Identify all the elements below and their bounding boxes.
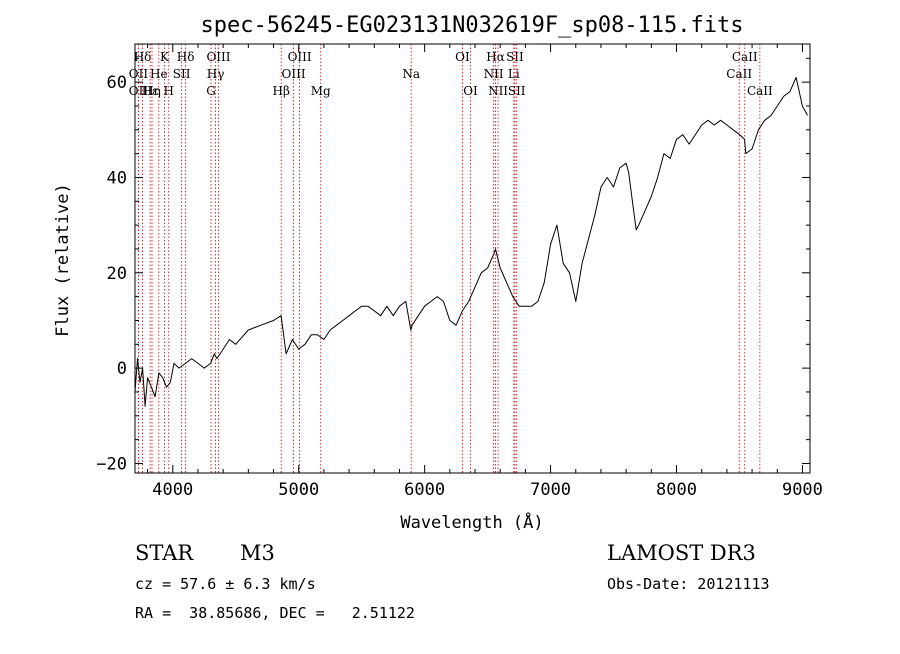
spectral-line-label: CaII — [726, 67, 752, 81]
spectral-line-label: SII — [506, 50, 524, 64]
spectral-line-label: Hα — [486, 50, 505, 64]
spectral-line-label: Hε — [142, 84, 159, 98]
spectral-line-label: Li — [508, 67, 520, 81]
y-axis-label: Flux (relative) — [53, 183, 73, 337]
spectral-line-label: Mg — [311, 84, 331, 98]
x-tick-label: 8000 — [656, 480, 697, 500]
x-axis-label: Wavelength (Å) — [400, 511, 543, 533]
y-axis-ticks: −20 0 20 40 60 — [96, 57, 810, 474]
y-tick-label: −20 — [96, 454, 127, 474]
spectral-line-label: Hβ — [273, 84, 290, 98]
object-subclass: M3 — [240, 541, 275, 565]
spectral-line-label: SII — [173, 67, 191, 81]
spectral-line-label: NII — [488, 84, 508, 98]
spectral-line-label: G — [206, 84, 216, 98]
spectral-line-label: Hδ — [177, 50, 195, 64]
spectral-line-label: Hη — [143, 84, 161, 98]
x-tick-label: 5000 — [278, 480, 319, 500]
x-tick-label: 7000 — [530, 480, 571, 500]
spectral-line-label: H — [164, 84, 174, 98]
spectral-line-label: CaII — [732, 50, 758, 64]
spectral-line-label: SII — [508, 84, 526, 98]
spectral-line-label: OIII — [206, 50, 230, 64]
spectral-line-label: OIII — [288, 50, 312, 64]
spectral-line-label: CaII — [747, 84, 773, 98]
x-axis-ticks: 4000 5000 6000 7000 8000 9000 — [147, 44, 823, 500]
observation-date: Obs-Date: 20121113 — [607, 575, 770, 593]
redshift-readout: cz = 57.6 ± 6.3 km/s — [135, 575, 316, 593]
spectral-line-label: OII — [129, 67, 149, 81]
survey-name: LAMOST DR3 — [607, 541, 756, 565]
chart-title: spec-56245-EG023131N032619F_sp08-115.fit… — [200, 13, 743, 38]
y-tick-label: 0 — [117, 359, 127, 379]
x-tick-label: 6000 — [404, 480, 445, 500]
spectral-line-label: OI — [463, 84, 478, 98]
spectral-line-label: OI — [455, 50, 470, 64]
spectral-line-label: Hγ — [207, 67, 225, 81]
spectrum-line — [134, 76, 808, 407]
plot-frame — [134, 43, 811, 474]
y-tick-label: 40 — [107, 168, 127, 188]
y-tick-label: 20 — [107, 264, 127, 284]
coordinates-readout: RA = 38.85686, DEC = 2.51122 — [135, 604, 415, 622]
spectrum-series — [134, 76, 808, 407]
spectral-line-label: K — [160, 50, 170, 64]
spectral-line-label: He — [150, 67, 168, 81]
y-tick-label: 60 — [107, 73, 127, 93]
spectral-line-label: OII — [129, 84, 149, 98]
spectral-line-label: NII — [484, 67, 504, 81]
object-class: STAR — [135, 541, 194, 565]
spectral-line-label: OIII — [282, 67, 306, 81]
spectral-line-label: Na — [402, 67, 420, 81]
spectral-line-label: Hδ — [134, 50, 152, 64]
x-tick-label: 4000 — [152, 480, 193, 500]
x-tick-label: 9000 — [782, 480, 823, 500]
